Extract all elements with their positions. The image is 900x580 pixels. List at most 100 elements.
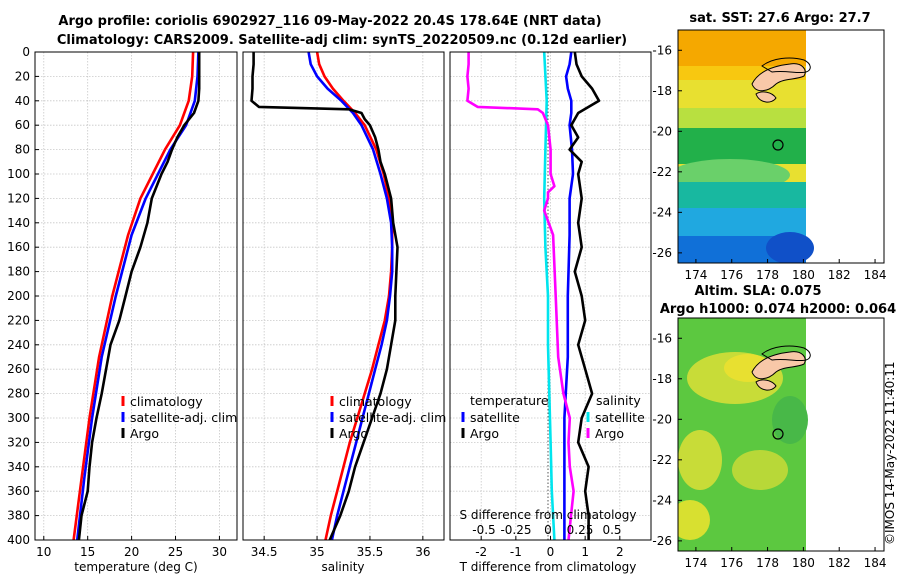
y-tick-label: -24 <box>652 493 672 507</box>
argo-float-marker <box>772 428 784 440</box>
y-tick-label: 60 <box>15 118 30 132</box>
temperature-panel: 0 20 40 60 80 100 120 140 160 180 200 220 240 260 280 3… <box>7 45 238 574</box>
x-tick-label: 30 <box>212 545 227 559</box>
x-tick-label: 178 <box>756 268 779 282</box>
y-tick-label: 380 <box>7 509 30 523</box>
series-line-temperature-satellite <box>563 52 575 540</box>
y-tick-label: 200 <box>7 289 30 303</box>
sla-heatmap-field <box>678 318 884 551</box>
sst-lime-band <box>678 108 806 130</box>
series-line-salinity-argo <box>466 52 575 540</box>
x-top-tick-label: 0 <box>544 523 552 537</box>
legend-title-temperature: temperature <box>470 393 549 408</box>
y-tick-label: 80 <box>15 143 30 157</box>
x-tick-label: 174 <box>684 556 707 570</box>
salinity-legend: climatology satellite-adj. clim Argo <box>330 394 446 441</box>
x-tick-label: 174 <box>684 268 707 282</box>
y-tick-label: -18 <box>652 372 672 386</box>
series-line-argo <box>250 52 399 540</box>
y-tick-label: -20 <box>652 412 672 426</box>
y-tick-label: 240 <box>7 338 30 352</box>
x-tick-label: 182 <box>828 556 851 570</box>
x-tick-label: -2 <box>475 545 487 559</box>
legend-label-argo: Argo <box>339 426 368 441</box>
y-tick-label: 280 <box>7 387 30 401</box>
x-tick-label: 0 <box>547 545 555 559</box>
x-tick-label: 184 <box>864 556 887 570</box>
fiji-island <box>755 91 777 103</box>
series-line-argo <box>77 52 201 540</box>
argo-float-marker <box>772 139 784 151</box>
y-tick-label: 0 <box>22 45 30 59</box>
y-tick-label: -16 <box>652 43 672 57</box>
y-tick-label: 180 <box>7 265 30 279</box>
imos-watermark: ©IMOS 14-May-2022 11:40:11 <box>883 361 897 545</box>
x-top-tick-label: -0.5 <box>472 523 495 537</box>
sla-map-subtitle: Argo h1000: 0.074 h2000: 0.064 <box>660 302 896 317</box>
legend-label-satellite: satellite-adj. clim <box>339 410 446 425</box>
y-tick-label: 320 <box>7 435 30 449</box>
t-difference-label: T difference from climatology <box>459 560 637 574</box>
x-tick-label: 36 <box>415 545 430 559</box>
salinity-panel: 34.5 35 35.5 36 salinity climatology satell… <box>242 51 446 574</box>
sst-teal-band <box>678 182 806 212</box>
x-tick-label: 180 <box>792 268 815 282</box>
y-tick-label: 120 <box>7 191 30 205</box>
y-tick-label: -22 <box>652 165 672 179</box>
x-tick-label: 176 <box>720 268 743 282</box>
y-tick-label: 100 <box>7 167 30 181</box>
fiji-reef-outline <box>761 345 811 362</box>
sst-map-panel: sat. SST: 27.6 Argo: 27.7 174 176 178 180 18… <box>652 11 886 282</box>
sla-low-patch-east <box>772 396 808 444</box>
series-line-salinity-satellite <box>542 52 556 540</box>
y-tick-label: 300 <box>7 411 30 425</box>
x-tick-label: 176 <box>720 556 743 570</box>
sst-warm-band <box>678 30 806 68</box>
fiji-viti-levu <box>751 351 806 380</box>
legend-label-climatology: climatology <box>130 394 203 409</box>
x-tick-label: 35 <box>309 545 324 559</box>
sst-yellow-band <box>678 80 806 110</box>
fiji-island <box>755 379 777 391</box>
sst-deep-blue-patch <box>766 232 814 263</box>
x-tick-label: 180 <box>792 556 815 570</box>
sla-high-patch-south <box>732 450 788 490</box>
y-tick-label: -18 <box>652 84 672 98</box>
y-tick-label: -22 <box>652 453 672 467</box>
series-line-temperature-argo <box>568 52 601 540</box>
salinity-axes-frame <box>242 51 445 541</box>
main-title-line2: Climatology: CARS2009. Satellite-adj cli… <box>57 33 627 48</box>
y-tick-label: -26 <box>652 534 672 548</box>
x-tick-label: 10 <box>36 545 51 559</box>
x-top-tick-label: -0.25 <box>500 523 531 537</box>
x-tick-label: 178 <box>756 556 779 570</box>
series-line-climatology <box>72 52 195 540</box>
sst-map-title: sat. SST: 27.6 Argo: 27.7 <box>689 11 870 26</box>
x-tick-label: 20 <box>124 545 139 559</box>
y-tick-label: -26 <box>652 246 672 260</box>
y-tick-label: 360 <box>7 484 30 498</box>
x-tick-label: 25 <box>168 545 183 559</box>
sla-high-patch-sw <box>678 500 710 540</box>
y-tick-label: 140 <box>7 216 30 230</box>
legend-label-temp-satellite: satellite <box>470 410 520 425</box>
y-tick-label: 340 <box>7 460 30 474</box>
y-tick-label: 400 <box>7 533 30 547</box>
legend-label-sal-argo: Argo <box>595 426 624 441</box>
sst-green-band <box>678 128 806 164</box>
y-tick-label: -24 <box>652 205 672 219</box>
legend-label-temp-argo: Argo <box>470 426 499 441</box>
s-difference-label: S difference from climatology <box>460 508 637 522</box>
x-tick-label: 15 <box>80 545 95 559</box>
salinity-xlabel: salinity <box>321 560 364 574</box>
y-tick-label: 260 <box>7 362 30 376</box>
legend-label-sal-satellite: satellite <box>595 410 645 425</box>
y-tick-label: 20 <box>15 69 30 83</box>
legend-label-argo: Argo <box>130 426 159 441</box>
difference-legend: temperature satellite Argo salinity sate… <box>461 393 645 441</box>
sla-axes-frame <box>677 317 885 552</box>
difference-panel: -2 -1 0 1 2 -0.5 -0.25 0 0.25 0.5 S difference f… <box>449 51 652 574</box>
sst-heatmap-field <box>678 30 884 263</box>
series-line-satellite-adj-clim <box>307 52 394 540</box>
